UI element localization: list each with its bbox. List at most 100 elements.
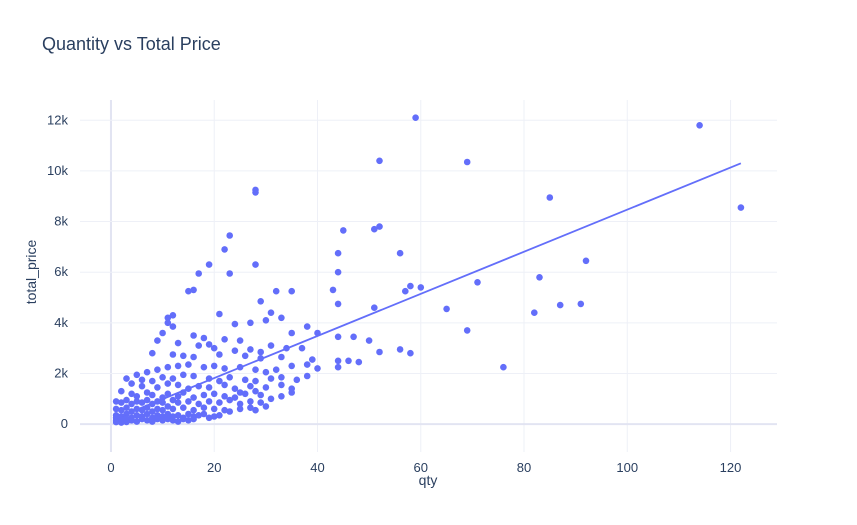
data-point — [226, 232, 233, 239]
data-point — [221, 336, 228, 343]
data-point — [195, 400, 202, 408]
data-point — [185, 287, 192, 295]
data-point — [149, 391, 156, 399]
data-point — [190, 415, 197, 423]
data-point — [241, 376, 249, 384]
data-point — [278, 353, 285, 361]
data-point — [303, 372, 311, 380]
data-point — [247, 382, 254, 390]
data-point — [190, 353, 197, 361]
data-point — [412, 114, 419, 121]
data-point — [334, 363, 342, 371]
y-tick-label: 0 — [61, 416, 68, 431]
data-point — [231, 385, 239, 393]
data-point — [334, 249, 342, 257]
trendline-layer — [115, 162, 742, 419]
data-point — [278, 374, 285, 381]
data-point — [154, 415, 161, 423]
data-point — [164, 410, 172, 418]
data-point — [278, 381, 285, 389]
data-point — [128, 390, 135, 398]
data-point — [174, 381, 182, 389]
data-point — [149, 408, 156, 415]
trendline — [115, 162, 742, 419]
data-point — [262, 384, 270, 391]
data-point — [231, 320, 239, 328]
data-point — [371, 304, 378, 312]
x-tick-label: 100 — [616, 460, 638, 475]
data-point — [278, 314, 285, 322]
data-point — [174, 418, 182, 425]
data-point — [123, 404, 130, 412]
data-point — [696, 122, 703, 129]
data-point — [252, 377, 259, 385]
data-point — [180, 415, 187, 423]
data-point — [205, 398, 213, 405]
data-point — [226, 408, 233, 415]
x-tick-label: 20 — [207, 460, 221, 475]
data-point — [288, 287, 296, 295]
data-point — [180, 371, 187, 379]
data-point — [236, 337, 244, 344]
data-point — [267, 375, 275, 382]
y-tick-label: 2k — [54, 365, 68, 380]
data-point — [123, 396, 130, 404]
data-point — [334, 357, 342, 365]
data-point — [205, 261, 213, 268]
data-point — [154, 384, 161, 391]
data-point — [247, 319, 254, 327]
data-point — [200, 404, 208, 412]
data-point — [195, 342, 202, 349]
data-point — [112, 405, 120, 413]
data-point — [226, 396, 233, 404]
data-point — [174, 339, 182, 347]
data-point — [205, 341, 213, 348]
data-point — [195, 270, 202, 277]
data-point — [556, 301, 564, 309]
data-point — [407, 282, 414, 290]
data-point — [159, 329, 166, 337]
data-point — [210, 390, 218, 398]
data-point — [396, 249, 404, 257]
data-point — [252, 261, 259, 268]
data-point — [407, 349, 414, 357]
data-point — [376, 348, 383, 356]
data-point — [340, 227, 347, 234]
data-point — [288, 389, 296, 396]
data-point — [443, 305, 450, 313]
data-point — [463, 327, 471, 334]
data-point — [376, 223, 383, 230]
data-point — [164, 415, 172, 423]
data-point — [149, 349, 156, 357]
data-point — [118, 406, 125, 414]
y-axis-title: total_price — [23, 239, 39, 304]
data-point — [123, 375, 130, 382]
data-point — [164, 319, 172, 327]
data-point — [309, 356, 316, 363]
data-point — [185, 417, 192, 424]
data-point — [262, 403, 270, 410]
data-point — [174, 362, 182, 370]
data-point — [329, 286, 337, 294]
data-point — [128, 400, 135, 408]
data-point — [169, 375, 177, 382]
data-point — [123, 418, 130, 426]
data-point — [216, 310, 223, 318]
y-tick-label: 10k — [47, 163, 68, 178]
x-tick-label: 120 — [720, 460, 742, 475]
data-point — [190, 286, 197, 294]
data-point — [200, 391, 208, 399]
chart-title: Quantity vs Total Price — [42, 34, 221, 54]
data-point — [267, 342, 275, 349]
data-point — [164, 363, 172, 371]
data-point — [138, 376, 146, 384]
data-point — [334, 333, 342, 341]
data-point — [226, 270, 233, 277]
data-point — [154, 405, 161, 413]
data-point — [241, 352, 249, 360]
data-point — [371, 225, 378, 233]
data-point — [164, 403, 172, 410]
y-tick-label: 8k — [54, 214, 68, 229]
data-point — [252, 366, 259, 374]
